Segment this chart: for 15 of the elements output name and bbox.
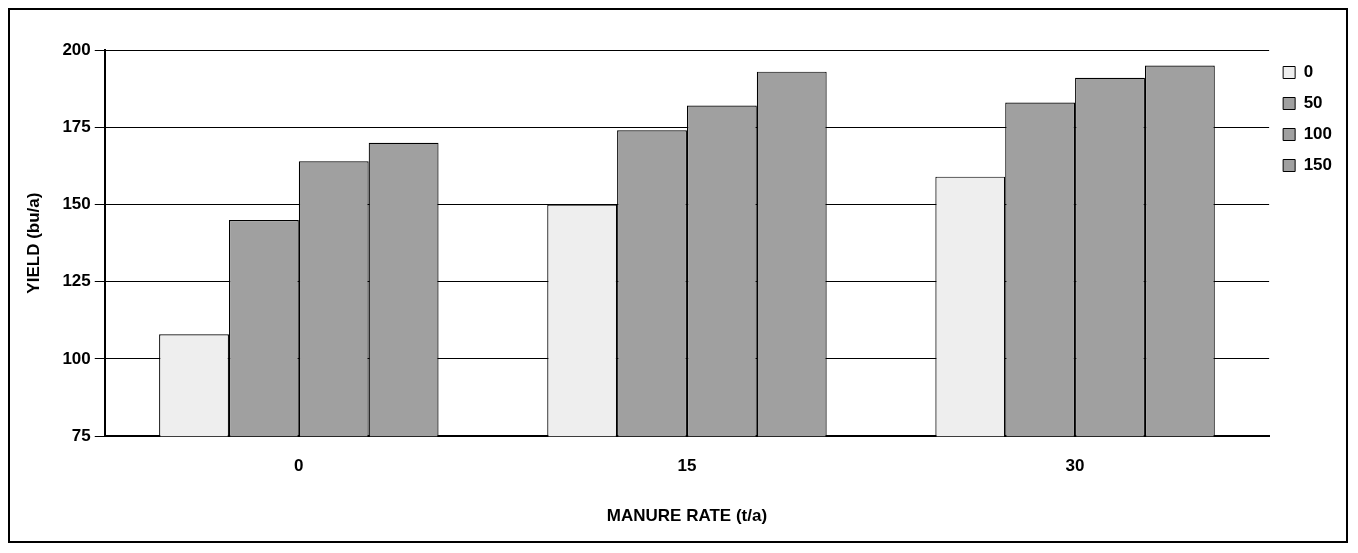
x-axis-title: MANURE RATE (t/a) [606, 506, 768, 526]
y-tick-label: 75 [71, 425, 91, 445]
y-tick-label: 200 [62, 39, 91, 59]
x-tick-label: 30 [1065, 456, 1085, 476]
x-tick-label: 0 [294, 456, 304, 476]
y-tick-label: 150 [62, 194, 91, 214]
legend-label: 100 [1303, 124, 1333, 144]
x-tick-label: 15 [677, 456, 697, 476]
y-tick-label: 175 [62, 116, 91, 136]
y-tick-label: 100 [62, 348, 91, 368]
legend-label: 150 [1303, 155, 1333, 175]
y-axis-title: YIELD (bu/a) [23, 192, 43, 294]
legend-label: 50 [1303, 93, 1323, 113]
y-tick-label: 125 [62, 271, 91, 291]
legend-label: 0 [1303, 62, 1314, 82]
